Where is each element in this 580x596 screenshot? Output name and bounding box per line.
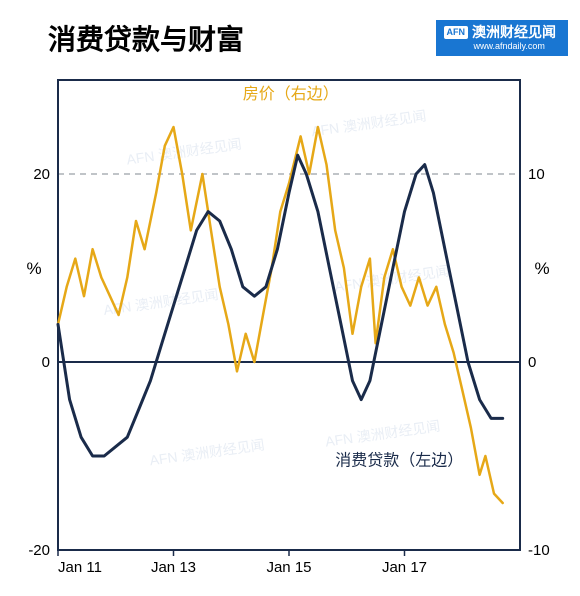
y-right-pct: %: [534, 259, 549, 278]
watermark: AFN 澳洲财经见闻: [324, 418, 441, 450]
watermark: AFN 澳洲财经见闻: [149, 436, 266, 468]
y-right-tick: 0: [528, 354, 536, 371]
y-left-tick: 20: [33, 166, 50, 183]
chart-svg: AFN 澳洲财经见闻 AFN 澳洲财经见闻 AFN 澳洲财经见闻 AFN 澳洲财经见闻…: [16, 72, 564, 586]
badge-name: 澳洲财经见闻: [472, 24, 556, 41]
y-right-tick: -10: [528, 542, 550, 559]
chart-container: AFN 澳洲财经见闻 AFN 澳洲财经见闻 AFN 澳洲财经见闻 AFN 澳洲财经见闻…: [16, 72, 564, 586]
badge-url: www.afndaily.com: [474, 41, 545, 52]
y-right-tick: 10: [528, 166, 545, 183]
watermark: AFN 澳洲财经见闻: [125, 136, 242, 168]
x-tick: Jan 15: [266, 559, 311, 576]
x-tick: Jan 11: [58, 559, 102, 576]
series-label-house_price: 房价（右边）: [243, 85, 339, 103]
watermark: AFN 澳洲财经见闻: [310, 107, 427, 139]
x-tick: Jan 17: [382, 559, 427, 576]
series-label-consumer_credit: 消费贷款（左边）: [335, 451, 463, 469]
chart-title: 消费贷款与财富: [48, 18, 244, 58]
x-tick: Jan 13: [151, 559, 196, 576]
y-left-pct: %: [26, 259, 41, 278]
source-badge: AFN 澳洲财经见闻 www.afndaily.com: [436, 20, 569, 56]
y-left-tick: -20: [28, 542, 50, 559]
badge-icon: AFN: [444, 26, 469, 39]
y-left-tick: 0: [42, 354, 50, 371]
